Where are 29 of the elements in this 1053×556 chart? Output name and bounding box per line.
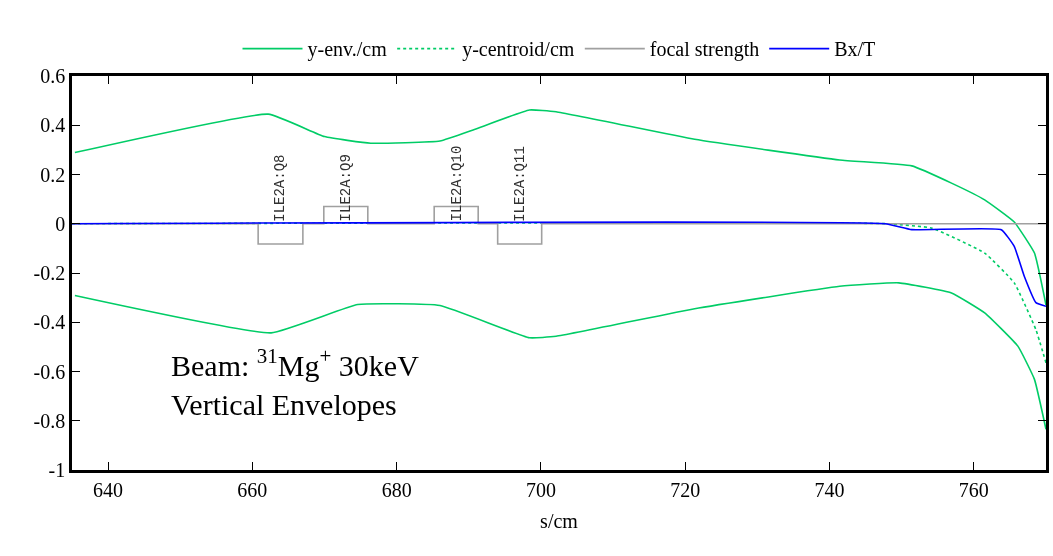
legend-label: y-env./cm [307, 38, 388, 62]
y-tick-label: 0 [55, 212, 66, 235]
x-tick-label: 680 [381, 478, 412, 501]
y-tick-label: -0.8 [33, 409, 66, 432]
y-tick-label: -0.6 [33, 360, 66, 383]
annotation: ILE2A:Q8 [272, 154, 289, 222]
y-tick-label: 0.6 [40, 65, 66, 87]
x-tick-label: 720 [670, 478, 701, 501]
x-tick-label: 760 [958, 478, 989, 501]
y-tick-label: 0.2 [40, 163, 66, 186]
x-tick-label: 640 [93, 478, 124, 501]
x-tick-label: 660 [237, 478, 268, 501]
x-tick-label: 700 [525, 478, 556, 501]
x-axis-title: s/cm [540, 510, 579, 533]
annotation: Beam: $^{31}$Mg$^{+}$ 30keV Vertical Envelopes [171, 344, 420, 421]
y-tick-label: -1 [48, 459, 66, 481]
y-tick-label: -0.4 [33, 311, 66, 334]
annotation: ILE2A:Q9 [337, 154, 354, 222]
legend-label: y-centroid/cm [462, 38, 575, 62]
y-tick-label: -0.2 [33, 262, 66, 284]
line-series [74, 109, 1046, 306]
line-series [72, 221, 1046, 308]
line-series [74, 282, 1046, 431]
y-tick-label: 0.4 [40, 114, 66, 137]
annotation: ILE2A:Q11 [512, 146, 529, 222]
legend-label: focal strength [649, 38, 760, 62]
annotation: ILE2A:Q10 [448, 145, 465, 222]
x-tick-label: 740 [814, 478, 845, 501]
legend-label: Bx/T [834, 38, 876, 61]
